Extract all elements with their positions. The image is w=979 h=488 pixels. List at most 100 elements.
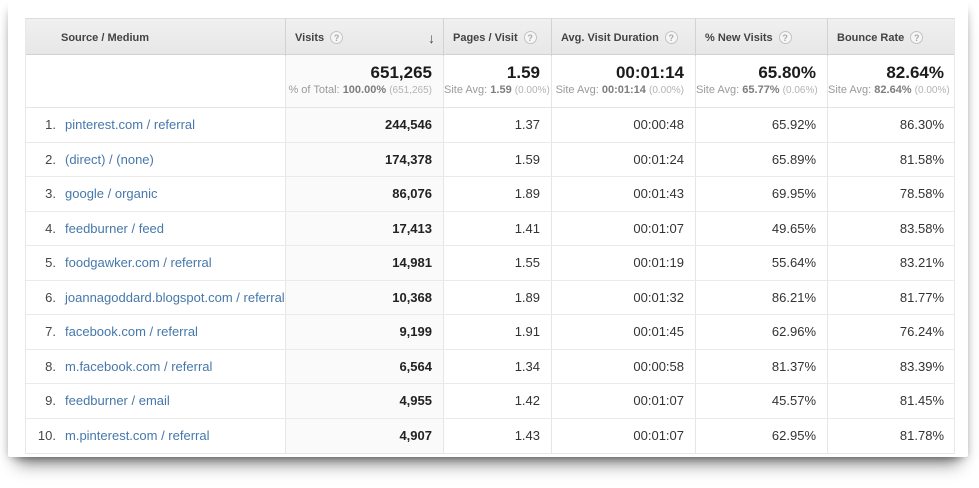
table-row: 6. joannagoddard.blogspot.com / referral… — [26, 280, 955, 315]
summary-bounce-rate: 82.64% Site Avg: 82.64% (0.00%) — [827, 55, 955, 107]
summary-pages-visit: 1.59 Site Avg: 1.59 (0.00%) — [443, 55, 551, 107]
bounce-rate-cell: 83.39% — [827, 349, 955, 383]
avg-visit-duration-cell: 00:01:19 — [551, 246, 695, 280]
row-rank: 5. — [45, 255, 56, 271]
new-visits-cell: 55.64% — [695, 246, 827, 280]
column-label: Bounce Rate — [837, 31, 905, 44]
visits-cell: 10,368 — [285, 280, 443, 314]
summary-pages-visit-subtext: Site Avg: 1.59 (0.00%) — [444, 84, 550, 96]
row-rank: 7. — [45, 324, 56, 340]
column-header-visits[interactable]: Visits ? ↓ — [285, 19, 443, 56]
row-rank: 10. — [37, 428, 56, 444]
column-header-new-visits[interactable]: % New Visits ? — [695, 19, 827, 56]
column-label: Source / Medium — [61, 31, 150, 44]
visits-cell: 4,907 — [285, 418, 443, 453]
source-medium-cell: 5. foodgawker.com / referral — [26, 255, 285, 270]
new-visits-cell: 69.95% — [695, 177, 827, 211]
table-row: 7. facebook.com / referral 9,199 1.91 00… — [26, 315, 954, 350]
source-medium-table: Source / Medium Visits ? ↓ Pages / Visit… — [25, 18, 955, 454]
source-medium-cell: 9. feedburner / email — [26, 393, 285, 408]
avg-visit-duration-cell: 00:01:32 — [551, 280, 695, 314]
source-medium-link[interactable]: m.facebook.com / referral — [65, 358, 213, 374]
source-medium-link[interactable]: foodgawker.com / referral — [65, 255, 212, 271]
help-icon[interactable]: ? — [523, 31, 537, 44]
pages-per-visit-cell: 1.89 — [443, 177, 551, 211]
pages-per-visit-cell: 1.91 — [443, 315, 551, 349]
visits-cell: 6,564 — [285, 349, 443, 383]
new-visits-cell: 65.89% — [695, 142, 827, 176]
column-label: Pages / Visit — [453, 31, 518, 44]
help-icon[interactable]: ? — [778, 31, 792, 44]
source-medium-link[interactable]: feedburner / email — [65, 393, 170, 409]
summary-pages-visit-value: 1.59 — [506, 63, 540, 82]
source-medium-link[interactable]: pinterest.com / referral — [65, 117, 196, 133]
visits-cell: 244,546 — [285, 108, 443, 142]
source-medium-link[interactable]: facebook.com / referral — [65, 324, 198, 340]
visits-cell: 14,981 — [285, 246, 443, 280]
bounce-rate-cell: 86.30% — [827, 108, 955, 142]
bounce-rate-cell: 81.77% — [827, 280, 955, 314]
summary-bounce-rate-subtext: Site Avg: 82.64% (0.00%) — [828, 84, 950, 96]
pages-per-visit-cell: 1.59 — [443, 142, 551, 176]
visits-cell: 4,955 — [285, 384, 443, 418]
pages-per-visit-cell: 1.42 — [443, 384, 551, 418]
bounce-rate-cell: 76.24% — [827, 315, 955, 349]
bounce-rate-cell: 81.78% — [827, 418, 955, 453]
summary-new-visits: 65.80% Site Avg: 65.77% (0.06%) — [695, 55, 827, 107]
table-row: 10. m.pinterest.com / referral 4,907 1.4… — [26, 418, 955, 453]
table-body: 1. pinterest.com / referral 244,546 1.37… — [26, 108, 954, 453]
new-visits-cell: 81.37% — [695, 349, 827, 383]
help-icon[interactable]: ? — [664, 31, 678, 44]
summary-avg-visit-duration: 00:01:14 Site Avg: 00:01:14 (0.00%) — [551, 55, 695, 107]
column-header-source-medium[interactable]: Source / Medium — [26, 19, 285, 56]
row-rank: 1. — [45, 117, 56, 133]
row-rank: 8. — [45, 358, 56, 374]
avg-visit-duration-cell: 00:00:58 — [551, 349, 695, 383]
source-medium-link[interactable]: google / organic — [65, 186, 158, 202]
table-row: 2. (direct) / (none) 174,378 1.59 00:01:… — [26, 142, 955, 177]
column-label: Visits — [295, 31, 325, 44]
pages-per-visit-cell: 1.89 — [443, 280, 551, 314]
summary-duration-subtext: Site Avg: 00:01:14 (0.00%) — [555, 84, 684, 96]
summary-duration-value: 00:01:14 — [615, 63, 684, 82]
summary-visits: 651,265 % of Total: 100.00% (651,265) — [285, 55, 443, 107]
table-header-row: Source / Medium Visits ? ↓ Pages / Visit… — [26, 18, 955, 56]
source-medium-link[interactable]: (direct) / (none) — [65, 151, 154, 167]
row-rank: 3. — [45, 186, 56, 202]
source-medium-cell: 3. google / organic — [26, 186, 285, 201]
table-row: 4. feedburner / feed 17,413 1.41 00:01:0… — [26, 211, 955, 246]
visits-cell: 9,199 — [285, 315, 443, 349]
avg-visit-duration-cell: 00:00:48 — [551, 108, 695, 142]
visits-cell: 17,413 — [285, 211, 443, 245]
avg-visit-duration-cell: 00:01:45 — [551, 315, 695, 349]
new-visits-cell: 62.96% — [695, 315, 827, 349]
source-medium-cell: 8. m.facebook.com / referral — [26, 359, 285, 374]
sort-descending-icon[interactable]: ↓ — [428, 29, 435, 46]
column-header-pages-visit[interactable]: Pages / Visit ? — [443, 19, 551, 56]
bounce-rate-cell: 81.58% — [827, 142, 955, 176]
source-medium-link[interactable]: m.pinterest.com / referral — [65, 428, 210, 444]
visits-cell: 86,076 — [285, 177, 443, 211]
row-rank: 4. — [45, 220, 56, 236]
table-row: 3. google / organic 86,076 1.89 00:01:43… — [26, 177, 954, 212]
column-header-bounce-rate[interactable]: Bounce Rate ? — [827, 19, 955, 56]
bounce-rate-cell: 83.58% — [827, 211, 955, 245]
help-icon[interactable]: ? — [330, 31, 344, 44]
source-medium-link[interactable]: joannagoddard.blogspot.com / referral — [65, 289, 285, 305]
summary-bounce-rate-value: 82.64% — [886, 63, 944, 82]
avg-visit-duration-cell: 00:01:07 — [551, 418, 695, 453]
pages-per-visit-cell: 1.55 — [443, 246, 551, 280]
source-medium-link[interactable]: feedburner / feed — [65, 220, 165, 236]
new-visits-cell: 86.21% — [695, 280, 827, 314]
table-row: 5. foodgawker.com / referral 14,981 1.55… — [26, 246, 954, 281]
bounce-rate-cell: 78.58% — [827, 177, 955, 211]
column-label: Avg. Visit Duration — [561, 31, 659, 44]
summary-new-visits-value: 65.80% — [758, 63, 816, 82]
help-icon[interactable]: ? — [910, 31, 924, 44]
row-rank: 6. — [45, 289, 56, 305]
new-visits-cell: 65.92% — [695, 108, 827, 142]
column-header-avg-visit-duration[interactable]: Avg. Visit Duration ? — [551, 19, 695, 56]
avg-visit-duration-cell: 00:01:43 — [551, 177, 695, 211]
table-row: 1. pinterest.com / referral 244,546 1.37… — [26, 108, 954, 143]
